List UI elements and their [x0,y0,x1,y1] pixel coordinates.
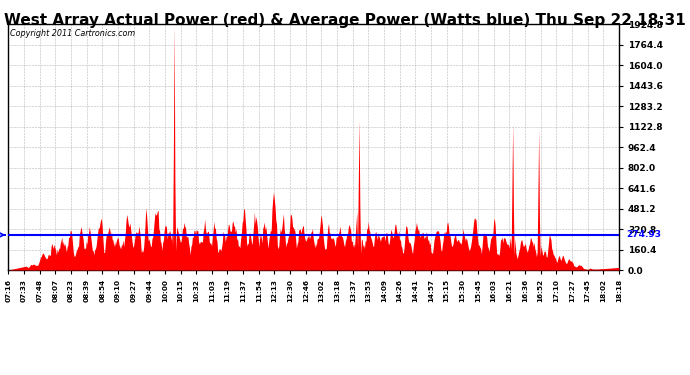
Text: West Array Actual Power (red) & Average Power (Watts blue) Thu Sep 22 18:31: West Array Actual Power (red) & Average … [4,13,686,28]
Text: 274.93: 274.93 [626,230,661,239]
Text: 274.93: 274.93 [0,230,1,239]
Text: Copyright 2011 Cartronics.com: Copyright 2011 Cartronics.com [10,29,135,38]
